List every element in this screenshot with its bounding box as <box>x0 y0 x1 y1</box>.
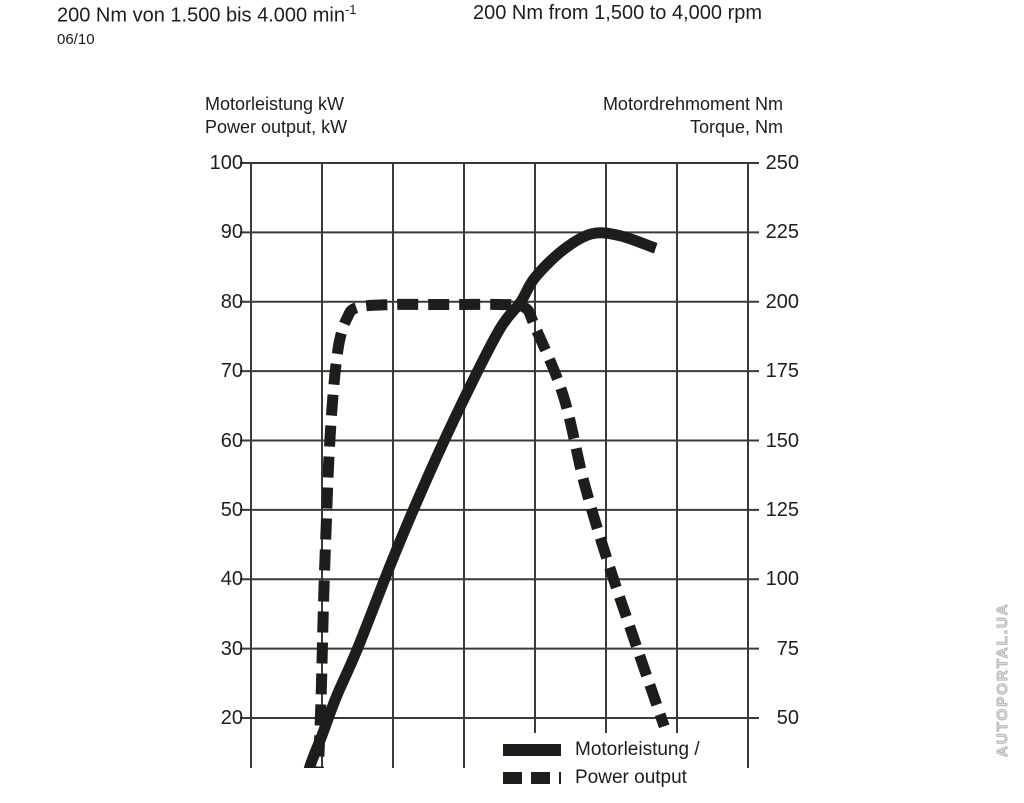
left-axis-tick-label: 60 <box>220 429 243 452</box>
solid-line-swatch <box>503 744 561 756</box>
dashed-line-swatch <box>503 772 561 784</box>
left-axis-tick-label: 50 <box>220 498 243 521</box>
right-axis-tick-label: 175 <box>765 360 799 383</box>
torque-curve <box>312 298 670 768</box>
left-axis-title: Motorleistung kW Power output, kW <box>205 93 347 139</box>
legend-row-power: Motorleistung / <box>503 739 745 761</box>
legend-row-torque: Power output <box>503 767 745 789</box>
right-axis-tick-label: 225 <box>765 221 799 244</box>
left-axis-tick-label: 80 <box>220 290 243 313</box>
left-axis-title-de: Motorleistung kW <box>205 94 345 114</box>
left-axis-title-en: Power output, kW <box>205 117 348 137</box>
left-axis-tick-label: 70 <box>220 360 243 383</box>
right-axis-tick-label: 50 <box>776 707 799 729</box>
right-axis-title-en: Torque, Nm <box>689 117 783 137</box>
legend-label: Motorleistung / <box>575 739 700 760</box>
left-axis-tick-label: 30 <box>220 637 243 660</box>
date-code: 06/10 <box>57 31 95 48</box>
spec-text-english: 200 Nm from 1,500 to 4,000 rpm <box>473 2 763 24</box>
chart-legend: Motorleistung / Power output <box>489 733 745 803</box>
right-axis-tick-label: 125 <box>765 498 799 521</box>
power-curve <box>303 227 658 768</box>
left-axis-tick-label: 90 <box>220 221 243 244</box>
right-axis-title: Motordrehmoment Nm Torque, Nm <box>533 93 783 139</box>
chart-svg <box>240 162 759 768</box>
right-axis-tick-label: 100 <box>765 568 799 591</box>
right-axis-tick-label: 75 <box>776 637 799 660</box>
superscript-minus-one: -1 <box>344 2 357 17</box>
right-axis-tick-label: 250 <box>765 152 799 174</box>
spec-text-german: 200 Nm von 1.500 bis 4.000 min-1 <box>57 2 357 27</box>
engine-performance-sheet: { "header": { "spec_de": "200 Nm von 1.5… <box>57 2 1012 788</box>
right-axis-tick-label: 150 <box>765 429 799 452</box>
watermark-text: AUTOPORTAL.UA <box>994 602 1012 758</box>
right-axis-title-de: Motordrehmoment Nm <box>602 94 783 114</box>
left-axis-tick-label: 100 <box>209 152 243 174</box>
left-axis-tick-label: 40 <box>220 568 243 591</box>
left-axis-tick-label: 20 <box>220 707 243 729</box>
legend-label: Power output <box>575 767 687 788</box>
right-axis-tick-label: 200 <box>765 290 799 313</box>
